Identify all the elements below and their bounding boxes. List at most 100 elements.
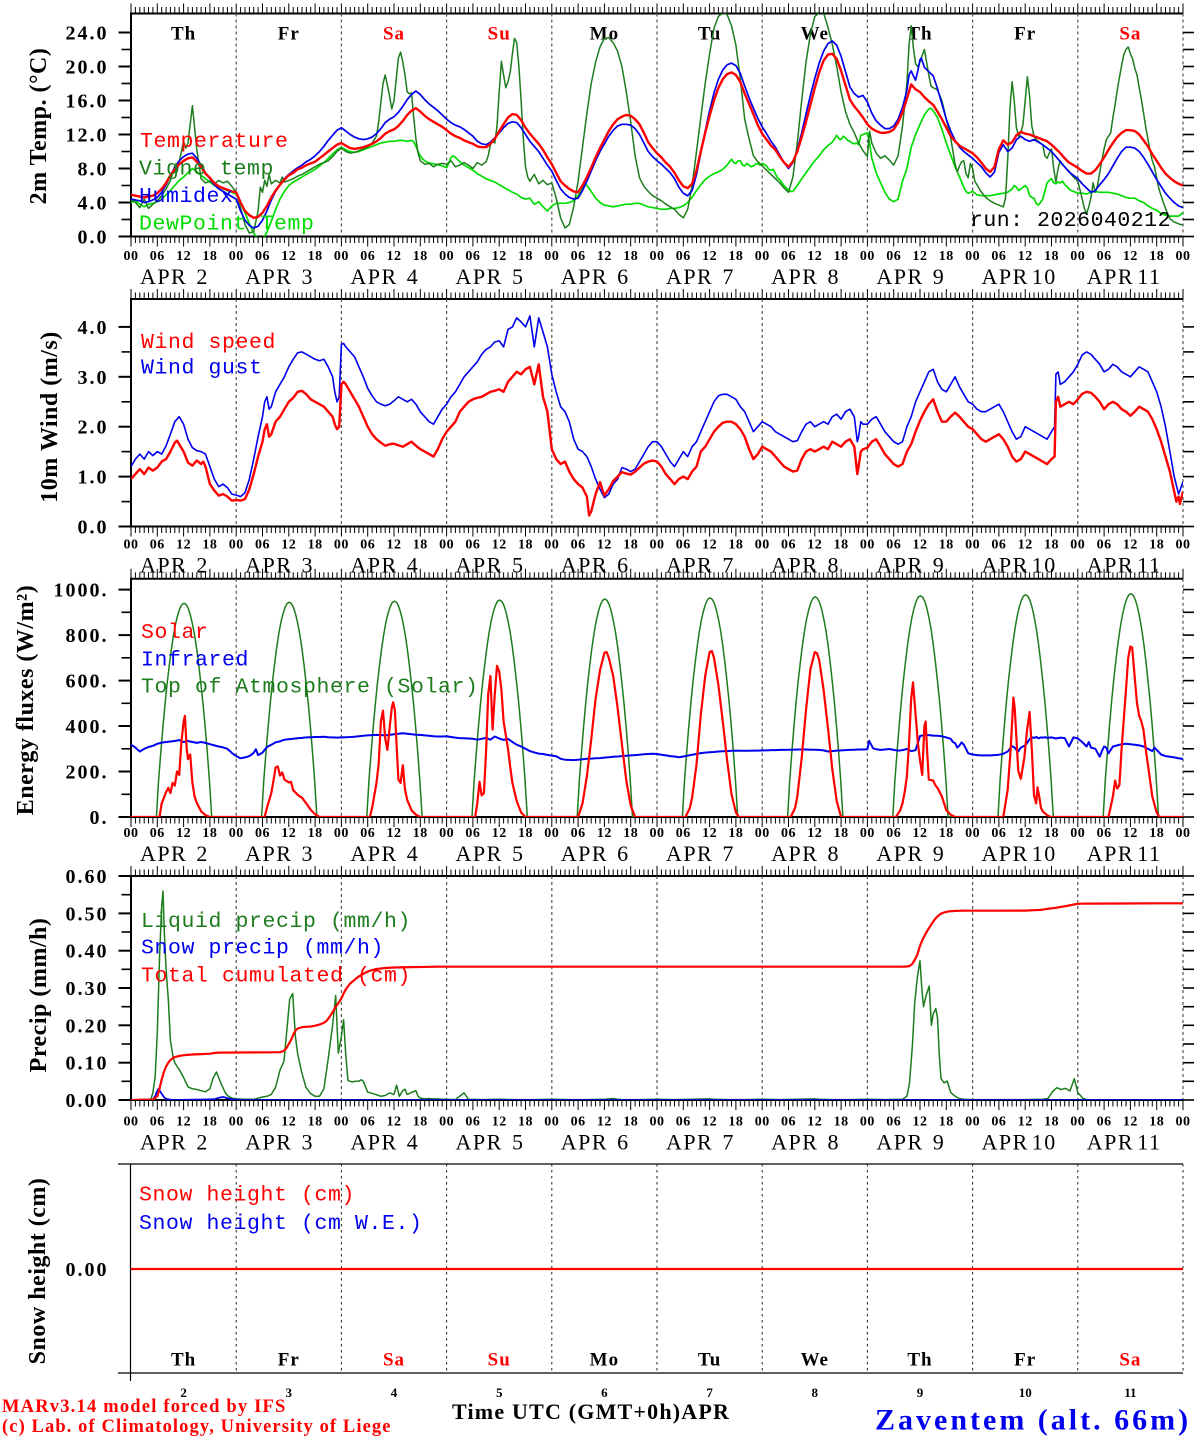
svg-text:7: 7 <box>722 264 735 289</box>
svg-text:7: 7 <box>706 1385 713 1400</box>
svg-text:00: 00 <box>124 826 139 841</box>
svg-text:APR: APR <box>350 264 397 289</box>
svg-text:10: 10 <box>1032 264 1057 289</box>
svg-text:APR: APR <box>350 841 397 866</box>
svg-text:06: 06 <box>1097 249 1112 264</box>
svg-text:18: 18 <box>413 249 428 264</box>
svg-text:DewPoint Temp: DewPoint Temp <box>139 213 315 237</box>
svg-text:APR: APR <box>771 264 818 289</box>
svg-text:12: 12 <box>1018 538 1033 553</box>
svg-text:Wind speed: Wind speed <box>141 331 276 355</box>
svg-text:12: 12 <box>597 826 612 841</box>
svg-text:06: 06 <box>781 826 796 841</box>
svg-text:8: 8 <box>828 553 841 578</box>
svg-text:00: 00 <box>1070 826 1085 841</box>
svg-text:8: 8 <box>812 1385 819 1400</box>
svg-text:Vigne temp: Vigne temp <box>139 158 274 182</box>
svg-text:4: 4 <box>391 1385 398 1400</box>
svg-text:APR: APR <box>771 553 818 578</box>
svg-text:Humidex: Humidex <box>139 185 234 209</box>
svg-text:00: 00 <box>334 1115 349 1130</box>
svg-text:00: 00 <box>1070 1115 1085 1130</box>
svg-text:00: 00 <box>124 249 139 264</box>
svg-text:12: 12 <box>1018 826 1033 841</box>
svg-text:8: 8 <box>828 841 841 866</box>
svg-text:3: 3 <box>286 1385 293 1400</box>
svg-text:We: We <box>801 24 829 45</box>
svg-text:06: 06 <box>991 826 1006 841</box>
svg-text:Sa: Sa <box>1119 24 1141 45</box>
svg-text:18: 18 <box>1149 538 1164 553</box>
svg-text:Tu: Tu <box>698 24 722 45</box>
svg-text:APR: APR <box>140 1130 187 1155</box>
svg-text:0.00: 0.00 <box>66 1090 109 1112</box>
svg-text:800.: 800. <box>66 625 109 647</box>
svg-text:10: 10 <box>1019 1385 1032 1400</box>
svg-text:18: 18 <box>939 538 954 553</box>
svg-text:00: 00 <box>1176 249 1191 264</box>
svg-text:00: 00 <box>965 249 980 264</box>
svg-text:18: 18 <box>834 826 849 841</box>
svg-text:APR: APR <box>350 1130 397 1155</box>
svg-text:00: 00 <box>755 249 770 264</box>
svg-text:12: 12 <box>281 1115 296 1130</box>
svg-text:4: 4 <box>407 264 420 289</box>
svg-text:18: 18 <box>728 249 743 264</box>
svg-text:12: 12 <box>387 538 402 553</box>
svg-text:9: 9 <box>933 841 946 866</box>
svg-text:18: 18 <box>623 538 638 553</box>
svg-text:2: 2 <box>180 1385 187 1400</box>
svg-text:12: 12 <box>1018 249 1033 264</box>
svg-text:00: 00 <box>439 249 454 264</box>
svg-text:4: 4 <box>407 553 420 578</box>
svg-text:9: 9 <box>933 1130 946 1155</box>
svg-text:APR: APR <box>561 841 608 866</box>
svg-text:18: 18 <box>939 249 954 264</box>
svg-text:00: 00 <box>965 1115 980 1130</box>
svg-text:12: 12 <box>702 826 717 841</box>
svg-text:Infrared: Infrared <box>141 649 249 673</box>
svg-text:00: 00 <box>965 538 980 553</box>
svg-text:18: 18 <box>728 826 743 841</box>
svg-text:00: 00 <box>124 1115 139 1130</box>
svg-text:06: 06 <box>571 1115 586 1130</box>
svg-text:18: 18 <box>834 1115 849 1130</box>
svg-text:00: 00 <box>544 826 559 841</box>
svg-text:06: 06 <box>571 249 586 264</box>
svg-text:12: 12 <box>1123 826 1138 841</box>
svg-text:10: 10 <box>1032 841 1057 866</box>
svg-text:18: 18 <box>1149 249 1164 264</box>
svg-text:12: 12 <box>387 826 402 841</box>
svg-text:Su: Su <box>488 1350 511 1371</box>
svg-text:7: 7 <box>722 1130 735 1155</box>
svg-text:Snow precip (mm/h): Snow precip (mm/h) <box>141 937 384 961</box>
svg-text:APR: APR <box>876 841 923 866</box>
svg-text:APR: APR <box>666 1130 713 1155</box>
svg-text:APR: APR <box>982 264 1029 289</box>
svg-text:APR: APR <box>456 1130 503 1155</box>
svg-text:APR: APR <box>876 553 923 578</box>
svg-text:600.: 600. <box>66 671 109 693</box>
svg-text:06: 06 <box>781 249 796 264</box>
svg-text:12: 12 <box>281 249 296 264</box>
svg-text:18: 18 <box>1149 826 1164 841</box>
svg-text:2m Temp. (°C): 2m Temp. (°C) <box>26 48 52 205</box>
svg-text:12: 12 <box>387 249 402 264</box>
svg-text:06: 06 <box>255 538 270 553</box>
svg-text:1.0: 1.0 <box>78 467 109 489</box>
svg-text:06: 06 <box>150 1115 165 1130</box>
svg-text:00: 00 <box>229 1115 244 1130</box>
svg-text:00: 00 <box>1176 1115 1191 1130</box>
svg-text:18: 18 <box>413 826 428 841</box>
svg-text:2: 2 <box>196 1130 209 1155</box>
svg-text:APR: APR <box>561 553 608 578</box>
svg-text:00: 00 <box>544 249 559 264</box>
svg-text:12: 12 <box>913 1115 928 1130</box>
svg-text:APR: APR <box>876 264 923 289</box>
svg-text:12: 12 <box>807 249 822 264</box>
svg-text:Th: Th <box>907 24 932 45</box>
svg-text:12: 12 <box>597 249 612 264</box>
svg-text:06: 06 <box>886 1115 901 1130</box>
svg-text:00: 00 <box>650 826 665 841</box>
svg-text:Precip (mm/h): Precip (mm/h) <box>26 918 52 1073</box>
